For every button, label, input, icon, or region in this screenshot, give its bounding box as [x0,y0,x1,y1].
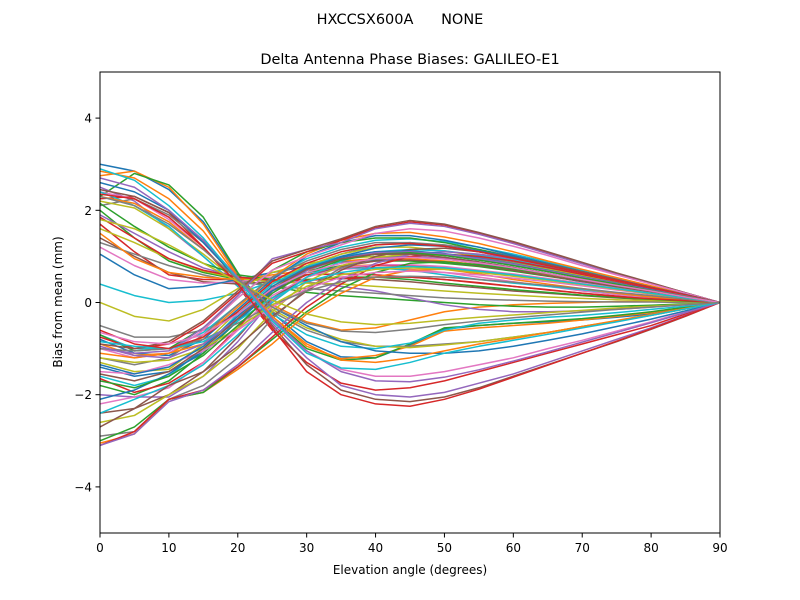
x-tick-label: 40 [368,541,383,555]
series-line-61 [100,251,720,389]
x-tick-label: 10 [161,541,176,555]
series-line-59 [100,242,720,350]
series-line-55 [100,275,720,352]
series-line-3 [100,172,720,361]
series-line-32 [100,222,720,354]
series-line-5 [100,186,720,398]
series-line-18 [100,241,720,304]
series-line-67 [100,168,720,371]
y-tick-label: −2 [74,388,92,402]
series-line-63 [100,256,720,345]
series-line-66 [100,177,720,383]
y-axis-label: Bias from mean (mm) [51,236,65,367]
series-line-24 [100,216,720,304]
series-line-11 [100,181,720,354]
series-line-54 [100,270,720,375]
series-layer [100,163,720,447]
chart-title: Delta Antenna Phase Biases: GALILEO-E1 [260,52,559,68]
figure-suptitle: HXCCSX600A NONE [317,12,484,28]
x-tick-label: 90 [712,541,727,555]
x-tick-label: 60 [506,541,521,555]
x-axis-label: Elevation angle (degrees) [333,563,487,577]
x-tick-label: 20 [230,541,245,555]
series-line-69 [100,195,720,334]
y-tick-label: 4 [84,112,92,126]
series-line-33 [100,219,720,350]
series-line-34 [100,227,720,359]
x-tick-label: 30 [299,541,314,555]
series-line-1 [100,163,720,359]
x-tick-label: 0 [96,541,104,555]
series-line-13 [100,209,720,308]
series-line-19 [100,228,720,304]
series-line-27 [100,238,720,350]
y-tick-label: 0 [84,296,92,310]
series-line-10 [100,191,720,350]
y-tick-label: 2 [84,204,92,218]
y-axis: −4 −2 0 2 4 [74,112,100,494]
x-tick-label: 50 [437,541,452,555]
x-axis: 0 10 20 30 40 50 60 70 80 90 [96,533,728,555]
y-tick-label: −4 [74,480,92,494]
series-line-57 [100,265,720,350]
x-tick-label: 80 [643,541,658,555]
x-tick-label: 70 [575,541,590,555]
series-line-64 [100,170,720,364]
series-line-53 [100,247,720,428]
series-line-68 [100,218,720,326]
series-line-65 [100,193,720,407]
series-line-17 [100,246,720,304]
